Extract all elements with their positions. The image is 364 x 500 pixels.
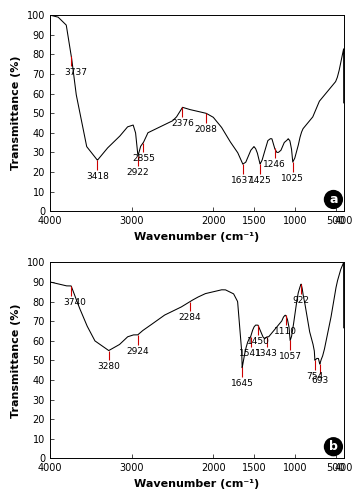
Text: 1425: 1425 xyxy=(249,176,272,185)
Text: 2855: 2855 xyxy=(132,154,155,164)
Text: 1110: 1110 xyxy=(274,327,297,336)
Y-axis label: Transmittance (%): Transmittance (%) xyxy=(11,303,21,418)
Text: 2376: 2376 xyxy=(171,119,194,128)
Text: 1450: 1450 xyxy=(246,337,269,346)
Text: b: b xyxy=(329,440,338,453)
Text: 2284: 2284 xyxy=(179,314,201,322)
Text: 922: 922 xyxy=(293,296,310,305)
Text: 693: 693 xyxy=(311,376,328,385)
Text: 3418: 3418 xyxy=(86,172,109,181)
Text: 2924: 2924 xyxy=(126,346,149,356)
X-axis label: Wavenumber (cm⁻¹): Wavenumber (cm⁻¹) xyxy=(134,232,260,241)
Text: 1637: 1637 xyxy=(231,176,254,185)
Text: 754: 754 xyxy=(306,372,323,380)
Text: 3740: 3740 xyxy=(64,298,87,306)
Text: a: a xyxy=(329,193,338,206)
Text: 3737: 3737 xyxy=(65,68,88,77)
Text: 3280: 3280 xyxy=(97,362,120,372)
Y-axis label: Transmittance (%): Transmittance (%) xyxy=(11,56,21,170)
Text: 1541: 1541 xyxy=(239,348,262,358)
Text: 2922: 2922 xyxy=(127,168,149,176)
Text: 1343: 1343 xyxy=(255,348,278,358)
Text: 2088: 2088 xyxy=(194,125,217,134)
Text: 1246: 1246 xyxy=(263,160,286,169)
Text: 1645: 1645 xyxy=(231,378,254,388)
Text: 1025: 1025 xyxy=(281,174,304,182)
X-axis label: Wavenumber (cm⁻¹): Wavenumber (cm⁻¹) xyxy=(134,479,260,489)
Text: 1057: 1057 xyxy=(278,352,302,361)
